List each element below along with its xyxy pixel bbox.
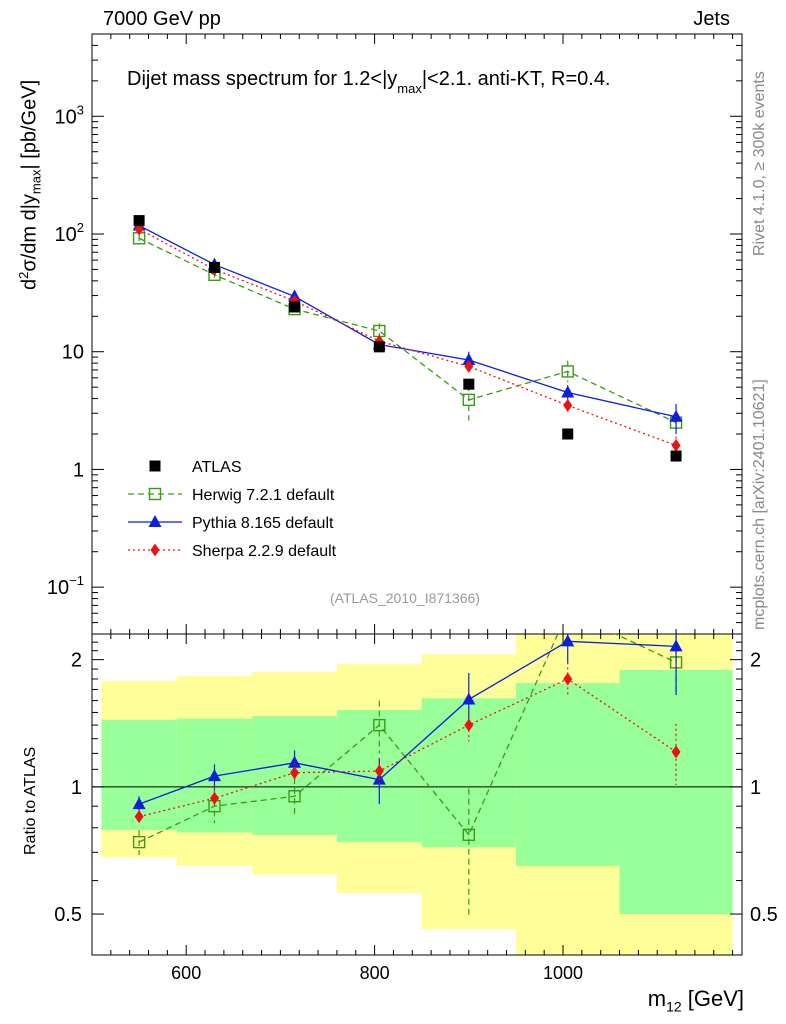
pythia-main-line: [138, 224, 677, 418]
sherpa-ratio-point-3: [374, 764, 384, 778]
pythia-main-series: [132, 218, 683, 434]
y-tick-label-2: 10: [62, 342, 84, 364]
sherpa-main-series: [134, 222, 681, 457]
ratio-tick-label-right-2: 2: [750, 650, 761, 672]
sherpa-main-point-4: [464, 359, 474, 373]
xlabel-sub: 12: [666, 998, 682, 1015]
atlas-main-point-1: [208, 261, 220, 273]
pythia-ratio-point-4: [462, 692, 476, 705]
atlas-main-point-2: [289, 301, 301, 313]
legend-marker-atlas: [149, 460, 161, 472]
plot-frames: [91, 33, 743, 956]
x-tick-label-600: 600: [171, 963, 201, 983]
y-tick-exp-3: 2: [77, 220, 84, 235]
sherpa-ratio-point-5: [563, 672, 573, 686]
sherpa-main-point-6: [671, 438, 681, 452]
ratio-tick-label-left-0: 0.5: [54, 904, 82, 926]
atlas-main-point-4: [463, 378, 475, 390]
sherpa-ratio-point-6: [671, 745, 681, 759]
sherpa-ratio-point-2: [290, 766, 300, 780]
herwig-ratio-point-0: [132, 835, 146, 849]
sherpa-ratio-point-1: [209, 791, 219, 805]
ratio-tick-label-left-2: 2: [71, 650, 82, 672]
atlas-main-point-3: [373, 341, 385, 353]
sherpa-ratio-point-4: [464, 718, 474, 732]
chart-title: Dijet mass spectrum for 1.2<|ymax|<2.1. …: [127, 68, 611, 96]
ratio-tick-label-right-1: 1: [750, 777, 761, 799]
y-tick-exp-0: −1: [69, 573, 84, 588]
legend-label-herwig: Herwig 7.2.1 default: [192, 487, 335, 504]
herwig-ratio-point-5: [562, 606, 573, 617]
y-tick-base-3: 10: [55, 224, 77, 246]
sherpa-main-point-5: [563, 398, 573, 412]
ratio-tick-label-left-1: 1: [71, 777, 82, 799]
pythia-main-point-4: [462, 353, 476, 366]
x-tick-label-1000: 1000: [543, 963, 583, 983]
herwig-ratio-point-2: [288, 790, 301, 803]
xlabel-post: [GeV]: [681, 986, 744, 1011]
header-energy: 7000 GeV pp: [103, 8, 221, 30]
main-series-layer: [132, 215, 683, 462]
atlas-main-series: [133, 215, 682, 462]
y-tick-label-3: 102: [55, 220, 84, 246]
y-tick-base-2: 10: [62, 342, 84, 364]
legend-label-atlas: ATLAS: [192, 459, 242, 476]
herwig-ratio-point-4: [462, 828, 476, 842]
main-panel-frame: [91, 33, 743, 635]
y-tick-label-4: 103: [55, 102, 84, 128]
pythia-ratio-point-5: [561, 634, 575, 647]
y-tick-label-0: 10−1: [47, 573, 84, 599]
herwig-ratio-point-3: [373, 718, 386, 732]
y-tick-base-1: 1: [73, 459, 84, 481]
x-axis-label: m12 [GeV]: [648, 986, 744, 1014]
atlas-main-point-0: [133, 215, 145, 227]
inner-band-bin-6: [619, 670, 733, 915]
herwig-main-point-4: [462, 393, 476, 407]
legend-marker-herwig: [148, 487, 162, 501]
atlas-main-point-5: [562, 428, 574, 440]
herwig-main-point-5: [561, 365, 574, 378]
legend: ATLAS Herwig 7.2.1 default Pythia 8.165 de…: [128, 459, 337, 560]
y-tick-base-4: 10: [55, 106, 77, 128]
ratio-tick-label-right-0: 0.5: [750, 904, 778, 926]
pythia-ratio-point-6: [669, 639, 683, 652]
legend-label-sherpa: Sherpa 2.2.9 default: [192, 543, 337, 560]
analysis-watermark: (ATLAS_2010_I871366): [330, 590, 480, 606]
sherpa-ratio-point-0: [134, 810, 144, 824]
pythia-main-point-5: [561, 385, 575, 398]
legend-marker-sherpa: [150, 543, 160, 557]
inner-band-bin-5: [515, 683, 620, 866]
pythia-ratio-point-0: [132, 797, 146, 810]
pythia-ratio-point-2: [288, 755, 302, 768]
ratio-series-layer: [132, 606, 683, 918]
atlas-main-point-6: [670, 450, 682, 462]
x-tick-label-800: 800: [360, 963, 390, 983]
header-category: Jets: [693, 8, 730, 30]
y-tick-base-0: 10: [47, 577, 69, 599]
ratio-panel-frame: [91, 633, 743, 956]
pythia-main-point-6: [669, 409, 683, 422]
legend-label-pythia: Pythia 8.165 default: [192, 515, 334, 532]
y-tick-label-1: 1: [73, 459, 84, 481]
xlabel-pre: m: [647, 986, 667, 1011]
pythia-ratio-point-1: [207, 769, 221, 782]
legend-marker-pythia: [148, 515, 162, 527]
sherpa-ratio-series: [134, 662, 681, 824]
sherpa-main-line: [138, 228, 677, 447]
y-tick-exp-4: 3: [77, 102, 84, 117]
